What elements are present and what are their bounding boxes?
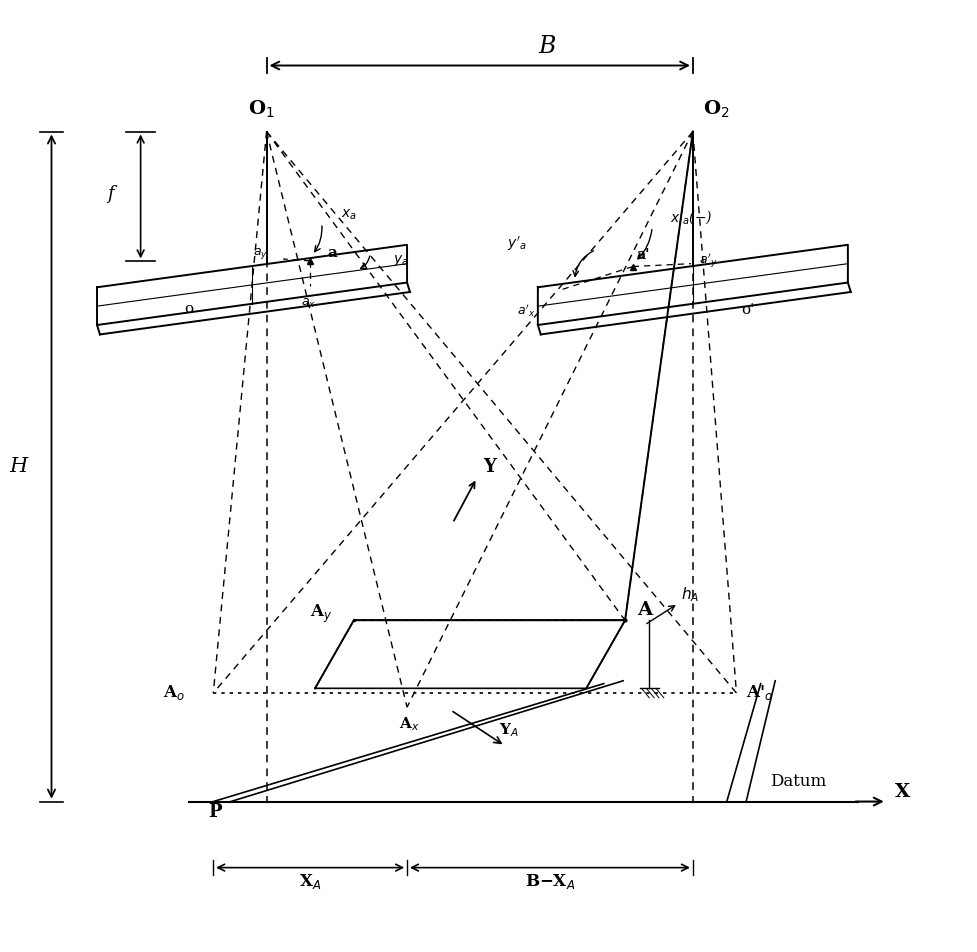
Text: Y$_A$: Y$_A$ xyxy=(498,722,518,740)
Text: a': a' xyxy=(636,248,650,262)
Text: $a_y$: $a_y$ xyxy=(252,246,268,261)
Text: a: a xyxy=(327,246,337,260)
Text: $h_A$: $h_A$ xyxy=(681,585,699,605)
Text: X: X xyxy=(894,783,909,801)
Text: A$_x$: A$_x$ xyxy=(399,715,419,733)
Text: X$_A$: X$_A$ xyxy=(299,872,321,891)
Text: $y_a$: $y_a$ xyxy=(392,252,408,268)
Text: $a_x$: $a_x$ xyxy=(301,297,316,309)
Text: H: H xyxy=(9,457,27,476)
Text: O$_1$: O$_1$ xyxy=(248,99,275,120)
Text: A$_y$: A$_y$ xyxy=(310,603,332,625)
Text: o': o' xyxy=(741,303,754,317)
Text: o: o xyxy=(184,302,193,316)
Text: $a'_x$: $a'_x$ xyxy=(517,303,534,319)
Text: f: f xyxy=(106,185,113,203)
Text: P: P xyxy=(208,803,222,821)
Text: $a'_y$: $a'_y$ xyxy=(698,251,716,270)
Text: A'$_o$: A'$_o$ xyxy=(745,683,772,702)
Text: $x'_a$(−): $x'_a$(−) xyxy=(669,208,711,226)
Text: A$_o$: A$_o$ xyxy=(163,683,185,702)
Text: $y'_a$: $y'_a$ xyxy=(506,234,526,252)
Text: B: B xyxy=(538,35,556,58)
Text: $x_a$: $x_a$ xyxy=(341,208,357,222)
Text: Y: Y xyxy=(483,458,496,476)
Text: Datum: Datum xyxy=(770,773,826,790)
Text: A: A xyxy=(636,601,651,619)
Text: B−X$_A$: B−X$_A$ xyxy=(525,872,574,891)
Text: O$_2$: O$_2$ xyxy=(701,99,728,120)
